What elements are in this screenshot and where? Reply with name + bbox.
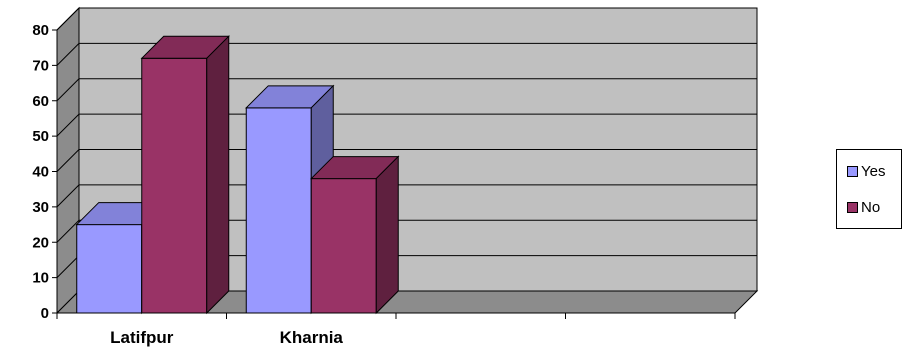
y-tick-label: 30 xyxy=(32,199,49,216)
legend-label-no: No xyxy=(861,198,881,216)
y-tick-label: 0 xyxy=(41,305,49,322)
legend: Yes No xyxy=(836,149,902,229)
gridline xyxy=(56,184,757,208)
x-tick-label: Kharnia xyxy=(280,328,344,347)
bar-front xyxy=(76,224,143,314)
y-tick-label: 20 xyxy=(32,234,49,251)
legend-item-yes: Yes xyxy=(847,162,885,180)
legend-item-no: No xyxy=(847,198,880,216)
gridline xyxy=(56,78,757,102)
bar-front xyxy=(141,57,208,314)
gridline xyxy=(56,219,757,243)
y-tick-label: 40 xyxy=(32,164,49,181)
gridline xyxy=(56,113,757,137)
gridline xyxy=(56,149,757,172)
x-axis-labels: Latifpur Kharnia xyxy=(56,313,736,347)
gridline xyxy=(56,7,757,31)
legend-swatch-no xyxy=(847,201,858,213)
y-tick-label: 60 xyxy=(32,93,49,110)
bar-front xyxy=(310,178,377,314)
bar-side xyxy=(375,155,399,315)
y-axis-ticks: 0 10 20 30 40 50 60 70 80 xyxy=(32,22,57,322)
bars xyxy=(75,35,400,315)
gridline xyxy=(56,42,757,66)
y-tick-label: 10 xyxy=(32,270,49,287)
bar-no-latifpur xyxy=(140,35,230,315)
legend-swatch-yes xyxy=(847,165,858,177)
y-tick-label: 80 xyxy=(32,22,49,39)
y-tick-label: 50 xyxy=(32,128,49,145)
y-tick-label: 70 xyxy=(32,57,49,74)
bar-no-kharnia xyxy=(310,155,400,315)
bar-side xyxy=(206,35,230,315)
legend-label-yes: Yes xyxy=(861,162,886,180)
x-tick-label: Latifpur xyxy=(110,328,174,347)
bar-front xyxy=(245,107,312,314)
